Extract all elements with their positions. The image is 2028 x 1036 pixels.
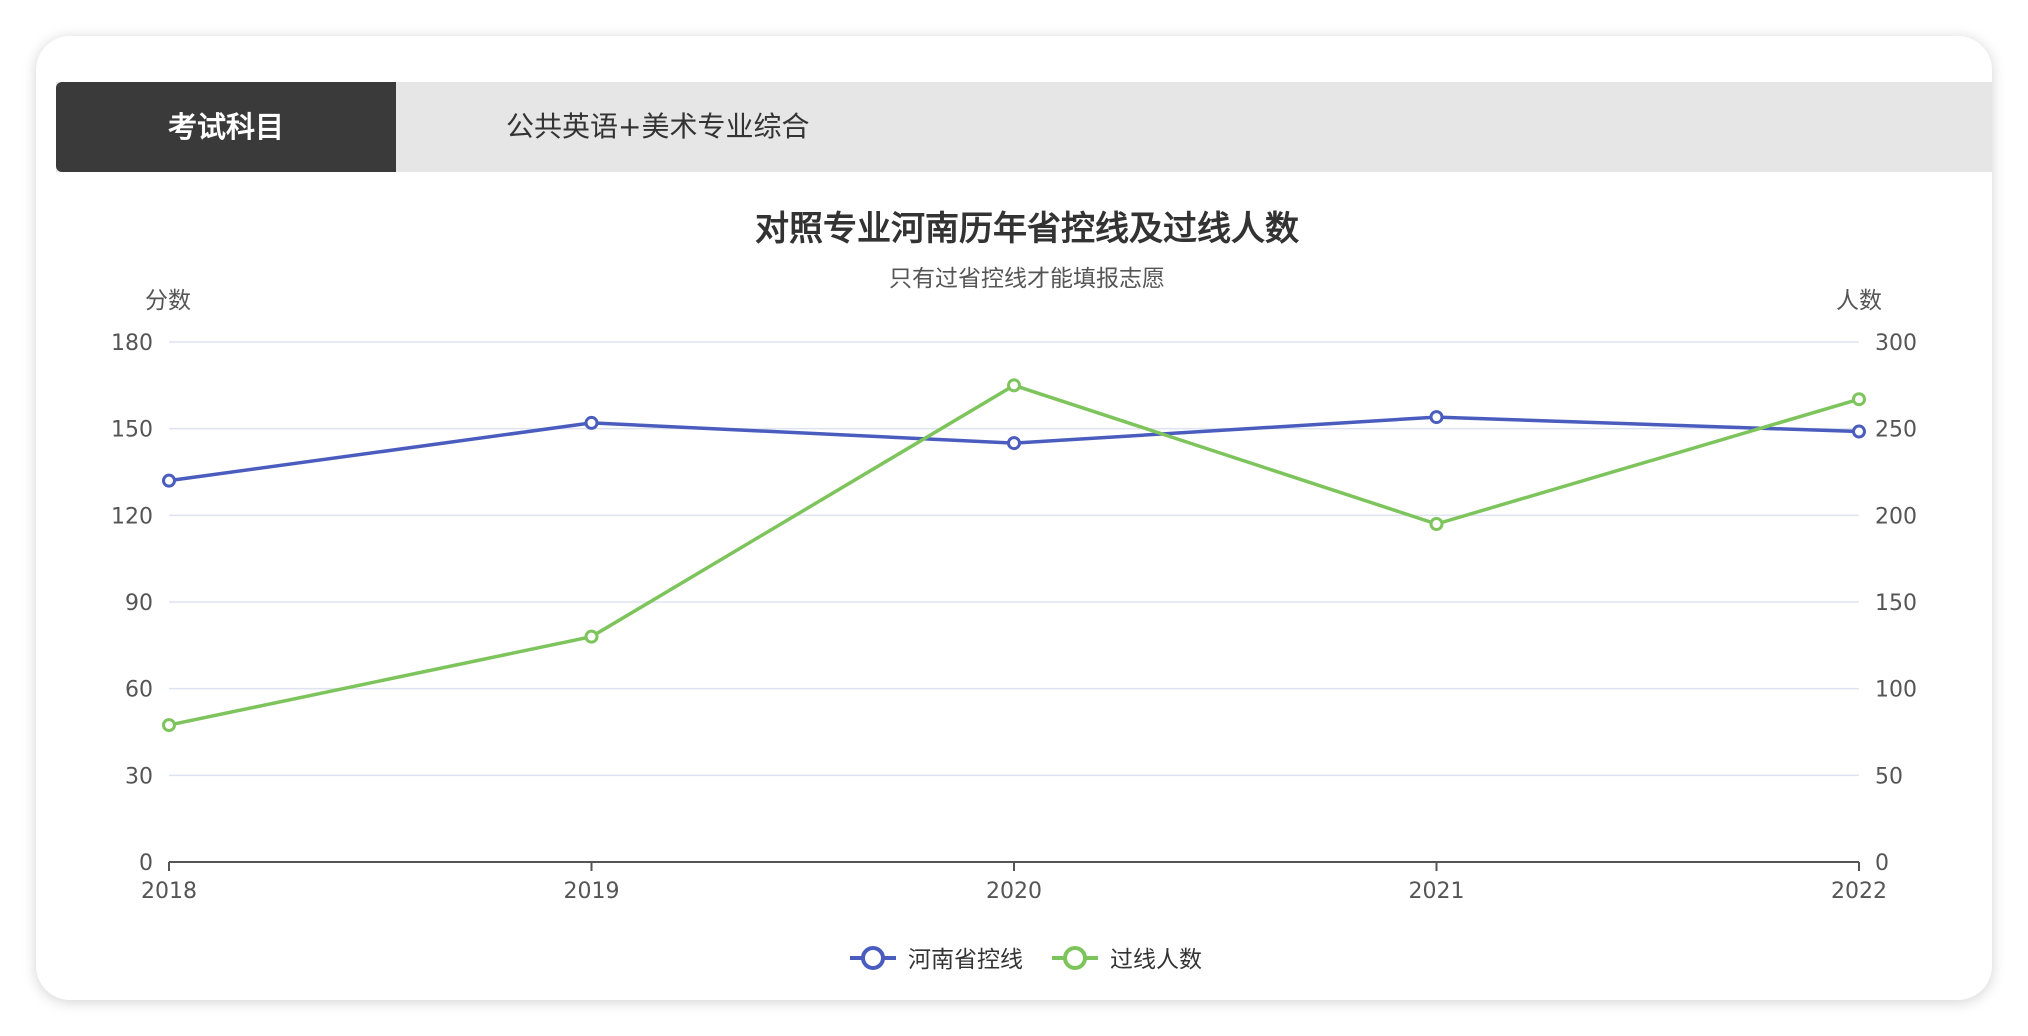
right-tick-label: 300 — [1875, 331, 1917, 356]
data-point[interactable] — [1007, 378, 1021, 393]
exam-subject-bar: 考试科目 公共英语+美术专业综合 — [56, 82, 1992, 172]
exam-subject-label: 考试科目 — [56, 82, 396, 172]
legend-label: 过线人数 — [1110, 947, 1202, 973]
data-point[interactable] — [162, 718, 176, 733]
right-tick-label: 0 — [1875, 851, 1889, 876]
right-tick-label: 250 — [1875, 418, 1917, 443]
data-point[interactable] — [162, 473, 176, 488]
left-tick-label: 60 — [125, 678, 153, 703]
left-tick-label: 180 — [111, 331, 153, 356]
left-tick-label: 120 — [111, 504, 153, 529]
legend-marker — [1063, 946, 1087, 970]
data-point[interactable] — [1852, 392, 1866, 407]
exam-subject-value: 公共英语+美术专业综合 — [506, 110, 810, 143]
right-tick-label: 200 — [1875, 504, 1917, 529]
chart-card: 考试科目 公共英语+美术专业综合 — [36, 36, 1992, 1000]
data-point[interactable] — [1429, 517, 1444, 531]
chart-title: 对照专业河南历年省控线及过线人数 — [755, 209, 1299, 249]
x-tick-label: 2019 — [564, 879, 620, 904]
legend-item[interactable]: 河南省控线 — [850, 946, 1023, 973]
right-tick-label: 100 — [1875, 678, 1917, 703]
x-tick-label: 2021 — [1409, 879, 1465, 904]
right-tick-label: 150 — [1875, 591, 1917, 616]
left-tick-label: 150 — [111, 418, 153, 443]
data-point[interactable] — [584, 629, 599, 644]
chart-subtitle: 只有过省控线才能填报志愿 — [889, 266, 1165, 292]
data-point[interactable] — [1852, 424, 1866, 439]
left-axis-name: 分数 — [145, 288, 191, 314]
legend-marker — [861, 946, 885, 970]
left-tick-label: 90 — [125, 591, 153, 616]
left-tick-label: 30 — [125, 764, 153, 789]
x-tick-label: 2018 — [141, 879, 197, 904]
data-point[interactable] — [584, 415, 599, 430]
right-tick-label: 50 — [1875, 764, 1903, 789]
legend-item[interactable]: 过线人数 — [1052, 946, 1202, 973]
x-tick-label: 2022 — [1831, 879, 1887, 904]
right-axis-name: 人数 — [1836, 288, 1882, 314]
data-point[interactable] — [1429, 410, 1444, 425]
data-point[interactable] — [1007, 436, 1021, 451]
x-tick-label: 2020 — [986, 879, 1042, 904]
legend-label: 河南省控线 — [908, 947, 1023, 973]
left-tick-label: 0 — [139, 851, 153, 876]
